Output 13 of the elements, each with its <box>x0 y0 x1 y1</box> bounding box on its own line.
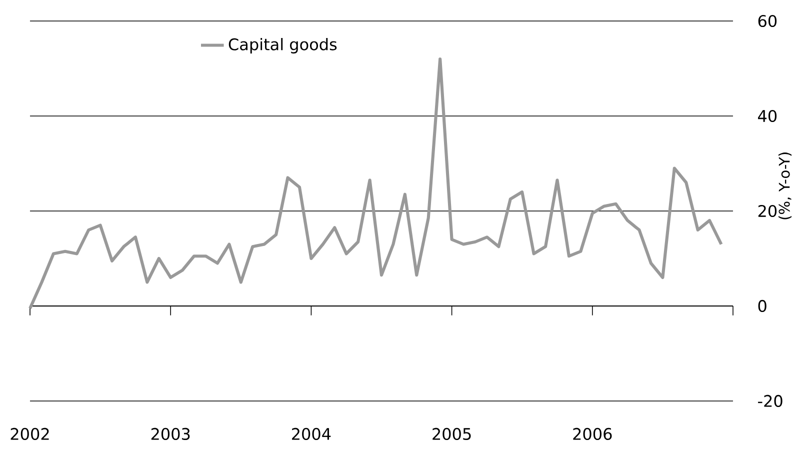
x-tick-label: 2005 <box>432 428 471 440</box>
line-series <box>28 57 723 310</box>
y-tick-label: 20 <box>758 204 777 218</box>
y-tick-label: 0 <box>758 300 766 312</box>
y-tick-label: 60 <box>758 14 777 28</box>
y-axis-title: (%, Y-o-Y) <box>778 152 792 220</box>
x-tick-label: 2002 <box>10 428 49 440</box>
x-tick-label: 2004 <box>292 428 331 440</box>
legend-label: Capital goods <box>228 38 337 54</box>
y-tick-label: 40 <box>758 110 777 122</box>
y-tick-label: -20 <box>758 394 782 408</box>
x-tick-label: 2006 <box>573 428 612 440</box>
x-tick-label: 2003 <box>151 428 190 440</box>
